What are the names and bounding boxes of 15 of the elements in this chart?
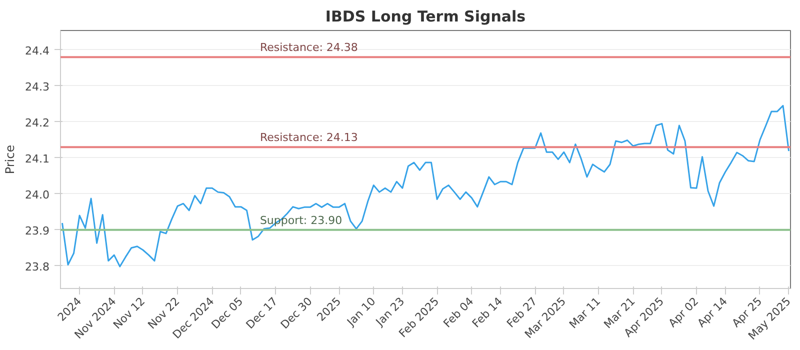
line-series <box>61 104 790 268</box>
ref-line-label: Resistance: 24.38 <box>260 41 358 54</box>
y-tick-label: 24.3 <box>25 80 50 94</box>
chart-title: IBDS Long Term Signals <box>325 8 526 26</box>
y-tick-label: 24.4 <box>25 44 50 58</box>
y-tick-label: 24.0 <box>25 188 50 202</box>
x-tick-label: Dec 30 <box>278 294 315 332</box>
ref-line-label: Resistance: 24.13 <box>260 131 358 144</box>
y-tick-label: 24.2 <box>25 116 50 130</box>
y-tick-label: 23.9 <box>25 224 50 238</box>
x-tick-label: Mar 11 <box>566 294 604 332</box>
y-tick-label: 23.8 <box>25 260 50 274</box>
x-tick-label: Dec 17 <box>244 294 280 332</box>
y-tick-label: 24.1 <box>25 152 50 166</box>
y-axis-title: Price <box>3 144 18 174</box>
